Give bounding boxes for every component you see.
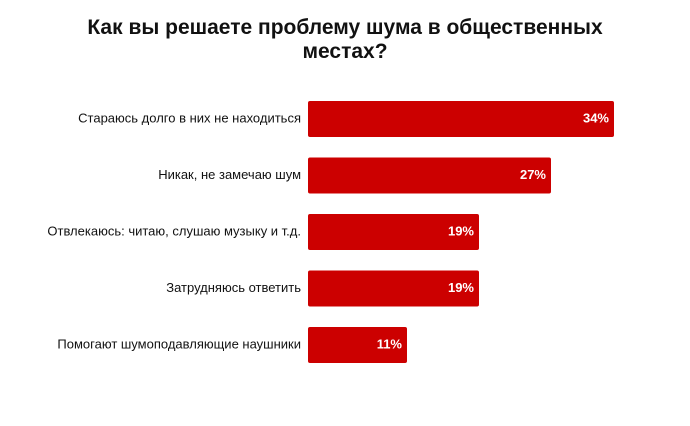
category-label: Отвлекаюсь: читаю, слушаю музыку и т.д. [47, 223, 301, 238]
value-label: 19% [448, 223, 474, 238]
chart-title: Как вы решаете проблему шума в обществен… [87, 16, 603, 63]
category-label: Помогают шумоподавляющие наушники [57, 336, 301, 351]
bar [308, 270, 479, 307]
bar [308, 157, 551, 194]
category-label: Стараюсь долго в них не находиться [78, 110, 301, 125]
value-label: 19% [448, 280, 474, 295]
value-label: 11% [377, 336, 403, 351]
value-label: 27% [520, 167, 546, 182]
bar [308, 327, 407, 363]
bar [308, 214, 479, 250]
bar [308, 101, 614, 137]
category-label: Затрудняюсь ответить [166, 280, 301, 295]
category-label: Никак, не замечаю шум [158, 167, 301, 182]
value-label: 34% [583, 110, 609, 125]
